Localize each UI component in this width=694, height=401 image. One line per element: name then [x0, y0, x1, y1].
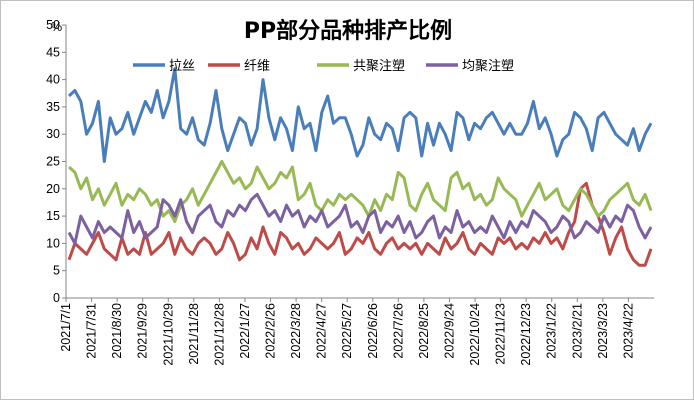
- legend-label: 纤维: [244, 59, 270, 74]
- y-tick-label: 10: [46, 236, 60, 250]
- x-tick-label: 2022/11/23: [494, 303, 508, 365]
- x-tick-label: 2022/12/23: [519, 303, 533, 366]
- x-tick-label: 2022/2/26: [264, 303, 278, 359]
- y-tick-label: 35: [46, 100, 60, 114]
- x-tick-label: 2022/3/28: [289, 303, 303, 359]
- y-tick-label: 5: [53, 264, 60, 278]
- series-line-2: [67, 181, 653, 267]
- series-line-3: [67, 160, 653, 224]
- y-tick-label: 25: [46, 155, 60, 169]
- x-tick-label: 2021/10/29: [161, 303, 175, 366]
- y-tick-label: 50: [46, 18, 60, 32]
- series-line-1: [67, 67, 653, 163]
- x-tick-label: 2023/4/22: [621, 303, 635, 359]
- y-tick-label: 15: [46, 209, 60, 223]
- x-tick-label: 2023/3/23: [596, 303, 610, 359]
- legend-label: 拉丝: [169, 59, 195, 74]
- x-tick-label: 2022/8/25: [417, 303, 431, 359]
- y-tick-label: 45: [46, 45, 60, 59]
- x-tick-label: 2023/2/21: [570, 303, 584, 359]
- x-tick-label: 2021/12/28: [212, 303, 226, 366]
- x-tick-label: 2022/6/26: [366, 303, 380, 359]
- legend-label: 共聚注塑: [353, 59, 405, 74]
- x-tick-label: 2021/9/29: [136, 303, 150, 359]
- x-tick-label: 2022/9/24: [442, 303, 456, 359]
- y-tick-label: 20: [46, 182, 60, 196]
- x-tick-label: 2021/11/28: [187, 303, 201, 365]
- x-tick-label: 2023/1/22: [545, 303, 559, 359]
- y-unit-label: %: [51, 20, 62, 34]
- y-tick-label: 40: [46, 73, 60, 87]
- y-tick-label: 0: [53, 291, 60, 305]
- x-tick-label: 2022/10/24: [468, 303, 482, 366]
- chart-title: PP部分品种排产比例: [243, 19, 453, 44]
- x-tick-label: 2021/8/30: [110, 303, 124, 359]
- x-tick-label: 2022/7/26: [391, 303, 405, 359]
- y-tick-label: 30: [46, 127, 60, 141]
- x-tick-label: 2021/7/31: [85, 303, 99, 359]
- x-tick-label: 2022/4/27: [315, 303, 329, 359]
- legend-label: 均聚注塑: [462, 59, 514, 74]
- x-tick-label: 2021/7/1: [59, 303, 73, 352]
- x-tick-label: 2022/1/27: [238, 303, 252, 359]
- series-line-4: [67, 192, 653, 245]
- x-tick-label: 2022/5/27: [340, 303, 354, 359]
